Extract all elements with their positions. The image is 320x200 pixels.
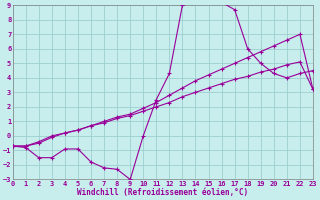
X-axis label: Windchill (Refroidissement éolien,°C): Windchill (Refroidissement éolien,°C) — [77, 188, 248, 197]
